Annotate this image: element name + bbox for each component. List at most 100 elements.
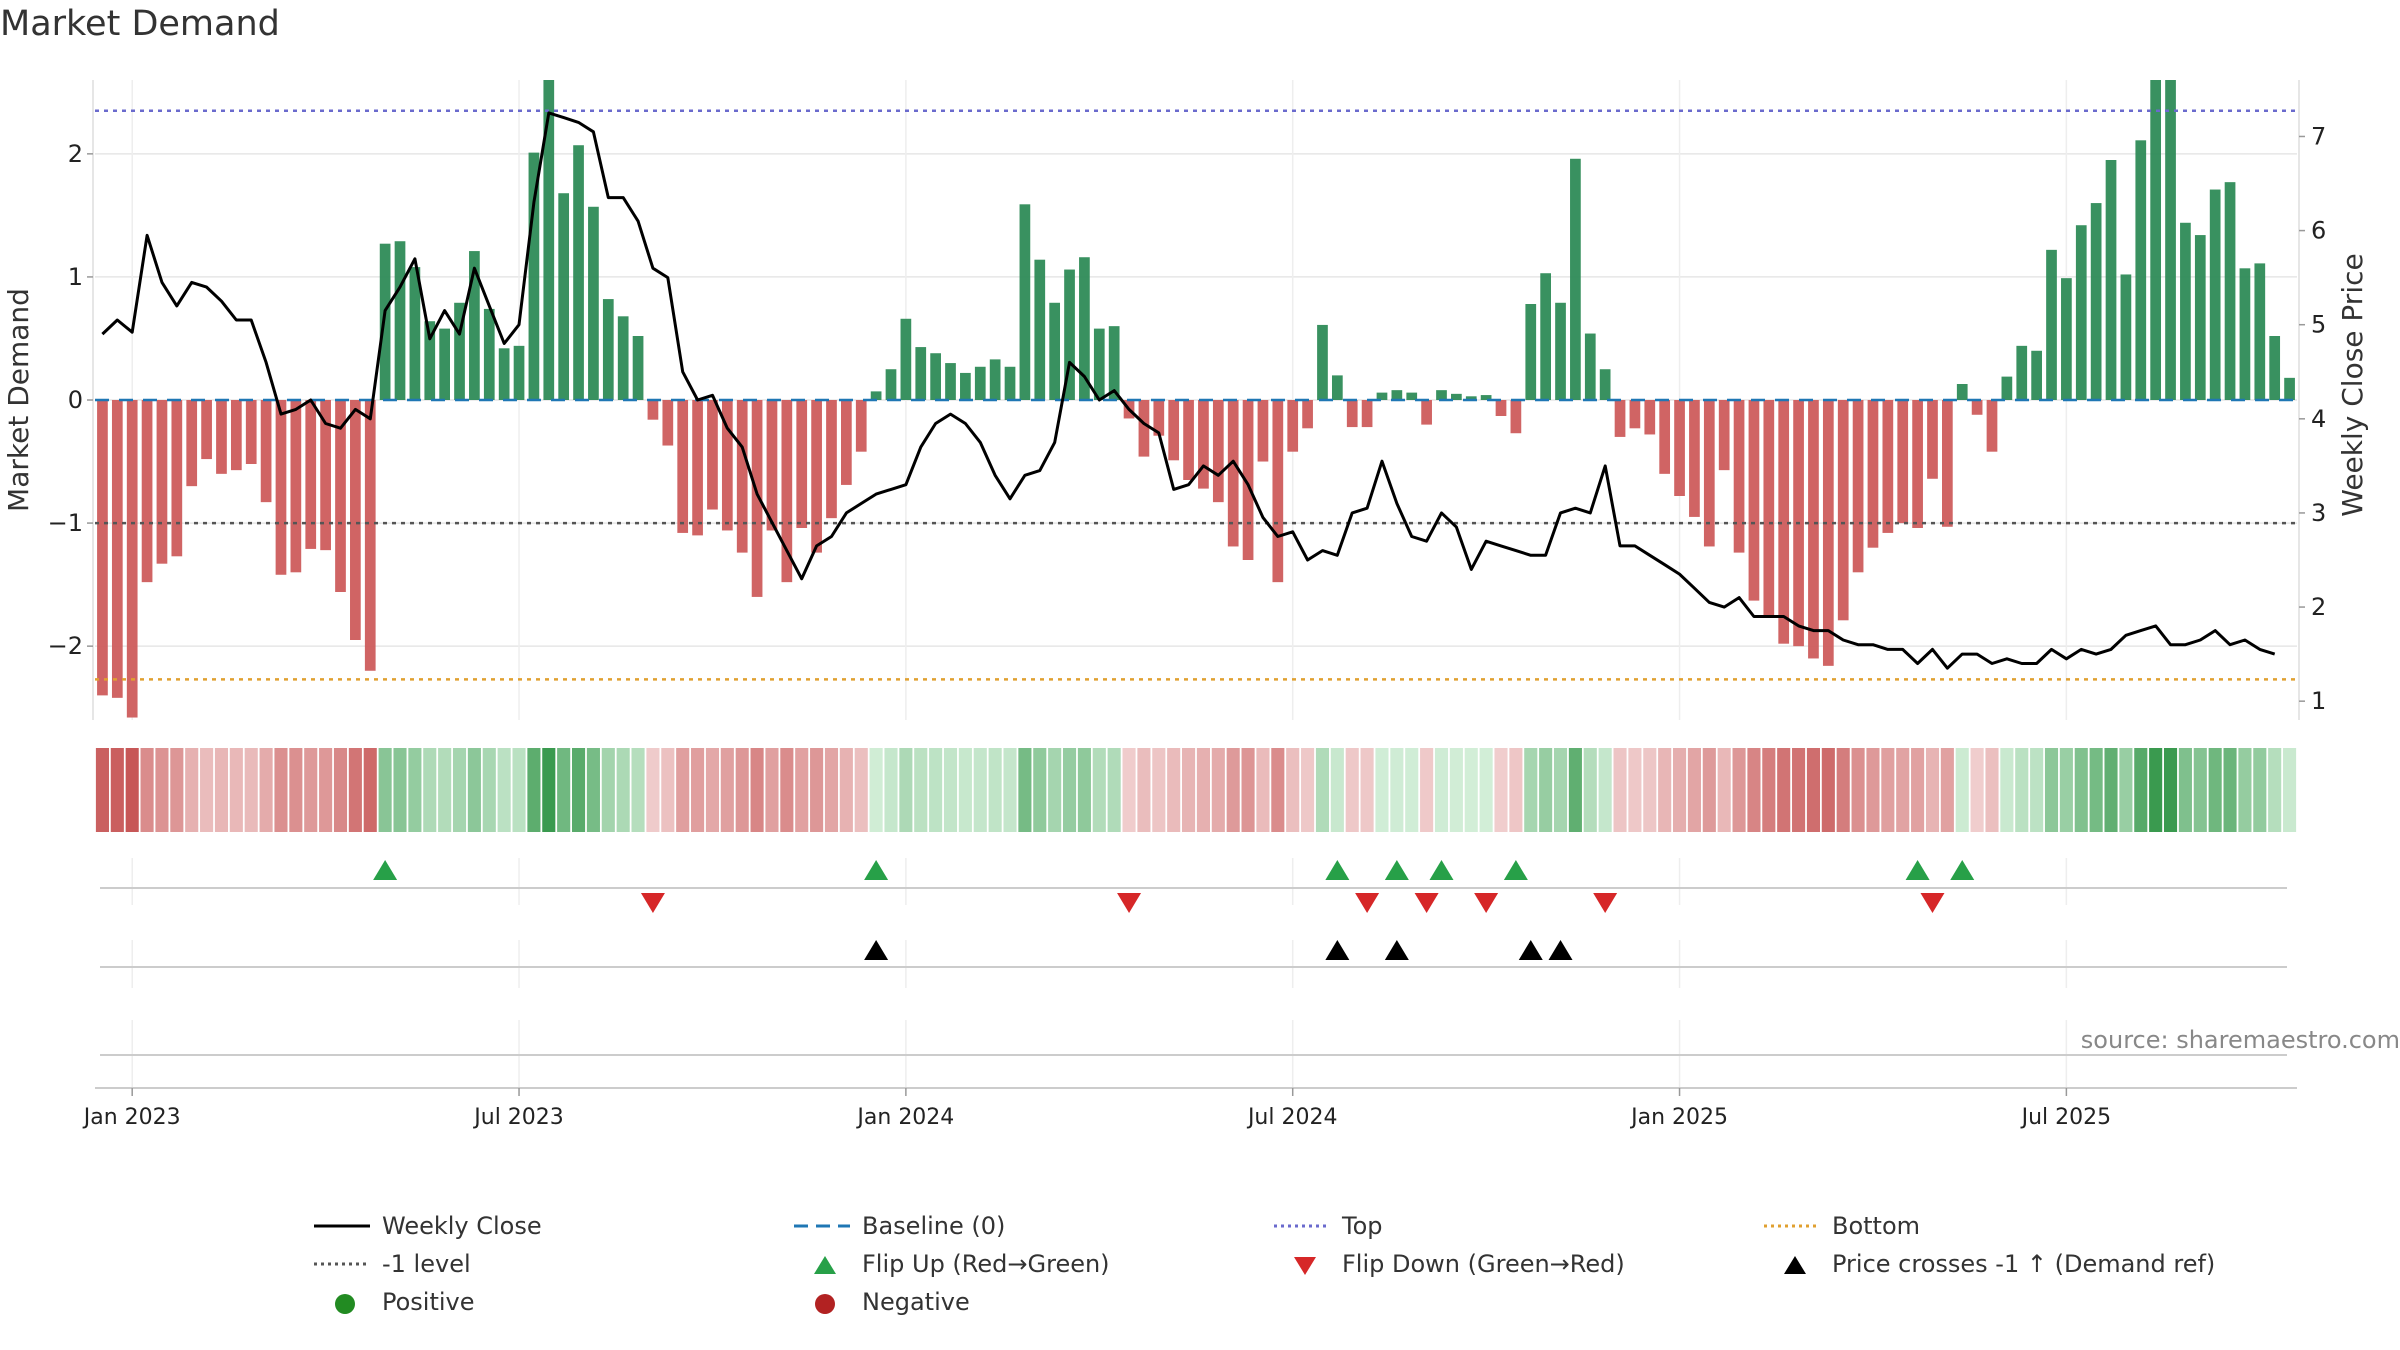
flip-down-marker: [1920, 893, 1945, 913]
demand-bar: [1599, 369, 1611, 400]
heat-cell: [1152, 748, 1166, 832]
heat-cell: [586, 748, 600, 832]
legend-tri-down: [1294, 1257, 1316, 1275]
demand-bar: [2046, 249, 2057, 400]
heat-cell: [884, 748, 898, 832]
heat-cell: [616, 748, 630, 832]
heat-cell: [1836, 748, 1850, 832]
demand-bar: [1495, 400, 1507, 416]
demand-bar: [1436, 390, 1447, 400]
demand-bar: [1093, 328, 1105, 400]
heat-cell: [735, 748, 749, 832]
flip-up-marker: [1384, 860, 1409, 880]
heat-cell: [1539, 748, 1553, 832]
y-tick-label: −1: [48, 509, 83, 537]
demand-bar: [632, 336, 644, 400]
demand-bar: [1584, 333, 1596, 400]
demand-bar: [543, 80, 555, 400]
heat-cell: [1479, 748, 1493, 832]
heat-cell: [1732, 748, 1746, 832]
legend-swatch: [1764, 1224, 1820, 1228]
heat-cell: [1449, 748, 1463, 832]
x-tick-label: Jan 2024: [855, 1105, 954, 1130]
heat-cell: [1628, 748, 1642, 832]
heat-cell: [1821, 748, 1835, 832]
demand-bar: [171, 400, 183, 557]
heat-cell: [1806, 748, 1820, 832]
event-markers: [100, 860, 2287, 1056]
flip-down-marker: [1474, 893, 1499, 913]
demand-bar: [1391, 390, 1403, 400]
heat-cell: [125, 748, 139, 832]
heat-cell: [155, 748, 169, 832]
demand-bar: [394, 241, 406, 400]
heat-cell: [2283, 748, 2297, 832]
demand-bar: [1272, 400, 1284, 583]
demand-bar: [1451, 393, 1462, 400]
demand-bar: [751, 400, 763, 597]
demand-bar: [498, 348, 510, 400]
heat-cell: [1390, 748, 1404, 832]
heat-cell: [1896, 748, 1910, 832]
demand-bar: [1079, 257, 1090, 400]
y-tick-label: 0: [68, 386, 83, 414]
heat-cell: [765, 748, 779, 832]
demand-bar: [2001, 376, 2013, 400]
heat-cell: [750, 748, 764, 832]
demand-bar: [1570, 158, 1581, 400]
demand-bar: [1064, 269, 1075, 400]
legend-label: Baseline (0): [862, 1212, 1006, 1240]
legend-swatch: [335, 1294, 355, 1314]
heat-cell: [1940, 748, 1954, 832]
heat-cell: [899, 748, 913, 832]
demand-bar: [841, 400, 852, 485]
close-line-layer: [101, 111, 2276, 670]
demand-bar: [230, 400, 242, 471]
demand-bar: [1004, 366, 1016, 400]
demand-bar: [1763, 400, 1775, 618]
demand-bar: [781, 400, 793, 583]
legend-label: Flip Down (Green→Red): [1342, 1250, 1625, 1278]
heat-cell: [1434, 748, 1449, 832]
heat-cell: [274, 748, 288, 832]
heat-cell: [1583, 748, 1597, 832]
demand-bar: [721, 400, 733, 531]
weekly-close-line: [101, 111, 2276, 670]
heat-cell: [497, 748, 511, 832]
demand-bar: [573, 145, 584, 400]
heat-cell: [691, 748, 705, 832]
demand-bar: [528, 152, 540, 400]
heat-cell: [378, 748, 392, 832]
flip-up-marker: [1325, 860, 1350, 880]
heat-cell: [2178, 748, 2192, 832]
demand-bar: [275, 400, 287, 575]
demand-bar: [1808, 400, 1819, 659]
demand-bar: [1942, 400, 1953, 527]
heat-cell: [2044, 748, 2059, 832]
legend-swatch: [314, 1224, 370, 1228]
demand-bar: [1480, 395, 1492, 400]
legend-label: Flip Up (Red→Green): [862, 1250, 1110, 1278]
heat-cell: [2149, 748, 2163, 832]
demand-bar: [602, 299, 614, 400]
demand-bar: [1317, 324, 1328, 400]
demand-bar: [1406, 392, 1418, 400]
demand-bar: [1778, 400, 1790, 644]
demand-bar: [2031, 350, 2042, 400]
flip-up-marker: [864, 860, 889, 880]
heat-cell: [482, 748, 496, 832]
flip-up-marker: [1429, 860, 1454, 880]
demand-bar: [1703, 400, 1715, 547]
heat-cell: [1241, 748, 1255, 832]
heat-cell: [1985, 748, 1999, 832]
axes: Jan 2023 Jul 2023 Jan 2024 Jul 2024 Jan 2025…: [2, 80, 2369, 1130]
heat-cell: [1613, 748, 1627, 832]
demand-bar: [2209, 189, 2221, 400]
legend-tri-up: [814, 1256, 836, 1274]
heat-cell: [1122, 748, 1136, 832]
demand-bar: [111, 400, 123, 698]
x-tick-label: Jan 2025: [1629, 1105, 1728, 1130]
heat-cell: [2030, 748, 2044, 832]
demand-bar: [736, 400, 748, 553]
demand-bar: [930, 353, 941, 400]
